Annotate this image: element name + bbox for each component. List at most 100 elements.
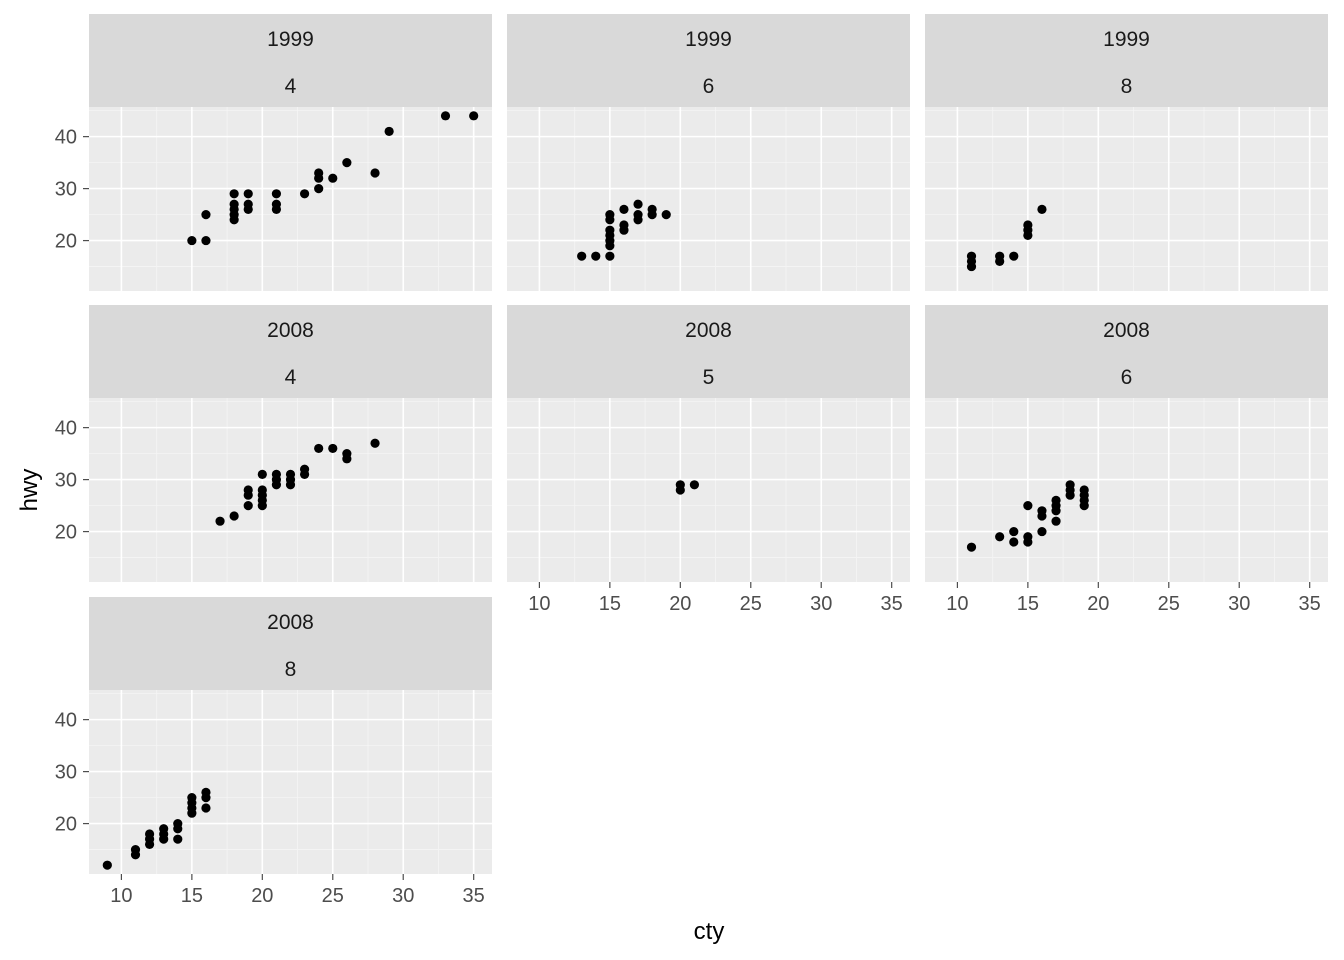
x-tick-label: 15 — [1017, 593, 1039, 615]
data-point — [187, 793, 196, 802]
data-point — [103, 861, 112, 870]
data-point — [469, 111, 478, 120]
data-point — [385, 127, 394, 136]
y-tick-label: 40 — [55, 710, 77, 732]
data-point — [173, 835, 182, 844]
panel-background — [925, 107, 1328, 291]
panels-layer: 1999 4 20 30 40 1999 6 1999 8 2008 4 20 30 40 2008 5 10 1… — [55, 14, 1328, 907]
data-point — [187, 236, 196, 245]
data-point — [244, 485, 253, 494]
data-point — [230, 200, 239, 209]
strip-label-cyl: 4 — [285, 75, 297, 98]
data-point — [258, 470, 267, 479]
data-point — [619, 205, 628, 214]
data-point — [676, 480, 685, 489]
data-point — [201, 210, 210, 219]
data-point — [633, 200, 642, 209]
data-point — [215, 517, 224, 526]
x-tick-label: 35 — [881, 593, 903, 615]
data-point — [230, 511, 239, 520]
data-point — [967, 252, 976, 261]
data-point — [328, 444, 337, 453]
x-tick-label: 30 — [810, 593, 832, 615]
data-point — [1023, 220, 1032, 229]
data-point — [145, 829, 154, 838]
data-point — [995, 252, 1004, 261]
x-tick-label: 35 — [1299, 593, 1321, 615]
x-tick-label: 20 — [251, 885, 273, 907]
strip-label-cyl: 8 — [285, 658, 297, 681]
panel-background — [507, 398, 910, 582]
data-point — [230, 189, 239, 198]
data-point — [967, 543, 976, 552]
x-tick-label: 35 — [463, 885, 485, 907]
data-point — [244, 200, 253, 209]
data-point — [314, 168, 323, 177]
data-point — [1009, 537, 1018, 546]
y-tick-label: 20 — [55, 231, 77, 253]
data-point — [1009, 527, 1018, 536]
x-tick-label: 10 — [110, 885, 132, 907]
data-point — [662, 210, 671, 219]
panel-background — [89, 107, 492, 291]
data-point — [328, 174, 337, 183]
data-point — [995, 532, 1004, 541]
facet-panel-2008-5: 2008 5 10 15 20 25 30 35 — [507, 305, 910, 615]
data-point — [272, 470, 281, 479]
y-tick-label: 30 — [55, 179, 77, 201]
data-point — [605, 252, 614, 261]
strip-label-cyl: 6 — [1121, 366, 1133, 389]
y-tick-label: 30 — [55, 470, 77, 492]
strip-label-year: 1999 — [685, 28, 732, 51]
strip-label-cyl: 5 — [703, 366, 715, 389]
x-tick-label: 15 — [599, 593, 621, 615]
y-tick-label: 40 — [55, 418, 77, 440]
strip-label-year: 1999 — [1103, 28, 1150, 51]
x-tick-label: 20 — [669, 593, 691, 615]
data-point — [1037, 506, 1046, 515]
data-point — [690, 480, 699, 489]
x-axis-title: cty — [694, 918, 725, 945]
data-point — [1051, 517, 1060, 526]
x-tick-label: 10 — [946, 593, 968, 615]
data-point — [1037, 205, 1046, 214]
data-point — [1023, 501, 1032, 510]
data-point — [1023, 532, 1032, 541]
x-tick-label: 25 — [1158, 593, 1180, 615]
y-tick-label: 30 — [55, 762, 77, 784]
panel-background — [89, 398, 492, 582]
x-tick-label: 20 — [1087, 593, 1109, 615]
data-point — [342, 158, 351, 167]
strip-label-cyl: 4 — [285, 366, 297, 389]
data-point — [1080, 485, 1089, 494]
data-point — [605, 210, 614, 219]
data-point — [159, 824, 168, 833]
data-point — [1066, 480, 1075, 489]
panel-background — [507, 107, 910, 291]
facet-panel-1999-4: 1999 4 20 30 40 — [55, 14, 492, 291]
data-point — [605, 226, 614, 235]
strip-label-year: 2008 — [1103, 319, 1150, 342]
data-point — [314, 444, 323, 453]
x-tick-label: 30 — [392, 885, 414, 907]
strip-label-year: 2008 — [267, 611, 314, 634]
strip-label-cyl: 6 — [703, 75, 715, 98]
data-point — [272, 189, 281, 198]
data-point — [648, 205, 657, 214]
data-point — [441, 111, 450, 120]
y-axis-title: hwy — [16, 469, 43, 512]
facet-panel-2008-4: 20084203040 — [55, 305, 492, 582]
data-point — [201, 803, 210, 812]
data-point — [1051, 496, 1060, 505]
data-point — [591, 252, 600, 261]
data-point — [370, 168, 379, 177]
data-point — [131, 845, 140, 854]
data-point — [370, 439, 379, 448]
strip-label-cyl: 8 — [1121, 75, 1133, 98]
x-tick-label: 15 — [181, 885, 203, 907]
x-tick-label: 25 — [322, 885, 344, 907]
data-point — [244, 501, 253, 510]
x-tick-label: 25 — [740, 593, 762, 615]
data-point — [577, 252, 586, 261]
